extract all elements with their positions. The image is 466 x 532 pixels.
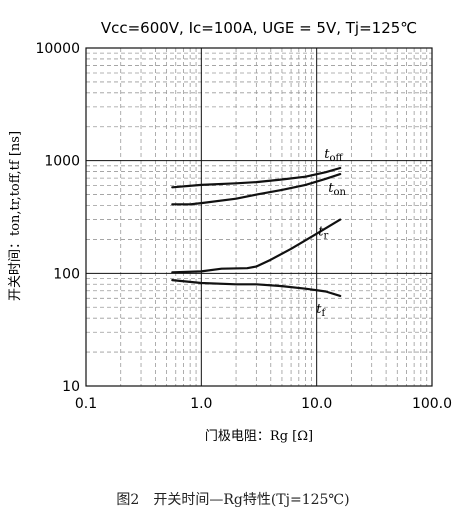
x-tick-label: 0.1 — [75, 396, 97, 412]
series-line-tr — [171, 218, 342, 274]
series-label-tf: tf — [316, 302, 326, 319]
x-tick-label: 10.0 — [301, 396, 332, 412]
y-tick-label: 100 — [53, 266, 80, 282]
series-label-ton: ton — [328, 181, 346, 198]
series-labels: toff ton tr tf — [316, 147, 346, 319]
major-grid — [86, 48, 432, 386]
x-axis-title: 门极电阻：Rg [Ω] — [205, 429, 313, 444]
test-conditions: Vcc=600V, Ic=100A, UGE = 5V, Tj=125℃ — [101, 19, 417, 37]
series-lines — [171, 166, 342, 297]
x-tick-labels: 0.1 1.0 10.0 100.0 — [75, 396, 452, 412]
switching-time-chart: Vcc=600V, Ic=100A, UGE = 5V, Tj=125℃ tof… — [8, 19, 452, 444]
y-tick-label: 1000 — [44, 154, 80, 170]
plot-frame — [85, 47, 433, 387]
y-tick-labels: 10 100 1000 10000 — [35, 41, 80, 395]
figure-caption: 图2 开关时间—Rg特性(Tj=125℃) — [116, 492, 350, 508]
y-axis-title: 开关时间：ton,tr,toff,tf [ns] — [8, 131, 23, 301]
series-label-toff: toff — [324, 147, 343, 164]
series-line-tf — [171, 279, 342, 297]
series-line-toff — [171, 166, 342, 189]
x-tick-label: 100.0 — [412, 396, 452, 412]
y-tick-label: 10000 — [35, 41, 80, 57]
minor-grid — [86, 48, 432, 386]
y-tick-label: 10 — [62, 379, 80, 395]
series-line-ton — [171, 173, 342, 206]
x-tick-label: 1.0 — [190, 396, 212, 412]
series-label-tr: tr — [318, 225, 328, 242]
